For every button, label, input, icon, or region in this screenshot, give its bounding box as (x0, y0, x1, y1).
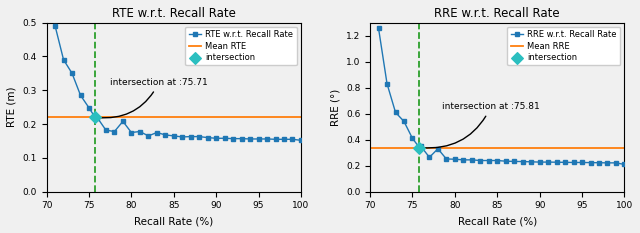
Y-axis label: RTE (m): RTE (m) (7, 87, 17, 127)
RRE w.r.t. Recall Rate (510, 160, 518, 163)
RRE w.r.t. Recall Rate (476, 159, 484, 162)
RTE w.r.t. Recall Rate (51, 24, 59, 27)
RTE w.r.t. Recall Rate (111, 130, 118, 133)
RTE w.r.t. Recall Rate (204, 136, 212, 139)
Y-axis label: RRE (°): RRE (°) (330, 89, 340, 126)
RTE w.r.t. Recall Rate (280, 138, 288, 141)
RTE w.r.t. Recall Rate (212, 137, 220, 140)
RRE w.r.t. Recall Rate (451, 158, 459, 161)
RRE w.r.t. Recall Rate (536, 161, 543, 164)
Text: intersection at :75.71: intersection at :75.71 (98, 78, 208, 118)
RRE w.r.t. Recall Rate (621, 163, 628, 166)
RRE w.r.t. Recall Rate (493, 159, 501, 162)
RTE w.r.t. Recall Rate (68, 72, 76, 75)
RTE w.r.t. Recall Rate (170, 134, 178, 137)
X-axis label: Recall Rate (%): Recall Rate (%) (134, 216, 213, 226)
RTE w.r.t. Recall Rate (195, 135, 203, 138)
RTE w.r.t. Recall Rate (238, 137, 246, 140)
RRE w.r.t. Recall Rate (502, 160, 509, 163)
RRE w.r.t. Recall Rate (434, 147, 442, 150)
Title: RRE w.r.t. Recall Rate: RRE w.r.t. Recall Rate (435, 7, 560, 20)
RTE w.r.t. Recall Rate (93, 116, 101, 119)
RTE w.r.t. Recall Rate (145, 134, 152, 137)
RTE w.r.t. Recall Rate (297, 139, 305, 142)
RRE w.r.t. Recall Rate (383, 82, 391, 85)
RRE w.r.t. Recall Rate (417, 145, 425, 148)
RRE w.r.t. Recall Rate (553, 161, 561, 164)
RTE w.r.t. Recall Rate (246, 137, 254, 140)
RTE w.r.t. Recall Rate (161, 134, 169, 136)
RTE w.r.t. Recall Rate (289, 138, 296, 141)
RRE w.r.t. Recall Rate (415, 146, 423, 149)
RTE w.r.t. Recall Rate (102, 129, 110, 132)
Line: RRE w.r.t. Recall Rate: RRE w.r.t. Recall Rate (377, 27, 626, 166)
RTE w.r.t. Recall Rate (263, 137, 271, 140)
Text: intersection at :75.81: intersection at :75.81 (422, 102, 540, 148)
RTE w.r.t. Recall Rate (153, 131, 161, 134)
RRE w.r.t. Recall Rate (400, 120, 408, 123)
Line: RTE w.r.t. Recall Rate: RTE w.r.t. Recall Rate (53, 24, 303, 142)
RTE w.r.t. Recall Rate (77, 94, 84, 97)
Title: RTE w.r.t. Recall Rate: RTE w.r.t. Recall Rate (112, 7, 236, 20)
X-axis label: Recall Rate (%): Recall Rate (%) (458, 216, 537, 226)
RTE w.r.t. Recall Rate (229, 137, 237, 140)
RTE w.r.t. Recall Rate (127, 131, 135, 134)
RRE w.r.t. Recall Rate (604, 161, 611, 164)
RRE w.r.t. Recall Rate (460, 158, 467, 161)
RRE w.r.t. Recall Rate (485, 159, 493, 162)
RTE w.r.t. Recall Rate (272, 138, 280, 141)
Legend: RRE w.r.t. Recall Rate, Mean RRE, intersection: RRE w.r.t. Recall Rate, Mean RRE, inters… (508, 27, 620, 65)
RRE w.r.t. Recall Rate (527, 161, 535, 163)
RRE w.r.t. Recall Rate (578, 161, 586, 164)
RTE w.r.t. Recall Rate (91, 116, 99, 119)
RRE w.r.t. Recall Rate (374, 27, 382, 30)
RTE w.r.t. Recall Rate (85, 106, 93, 109)
RRE w.r.t. Recall Rate (519, 160, 527, 163)
RRE w.r.t. Recall Rate (468, 158, 476, 161)
RRE w.r.t. Recall Rate (442, 158, 450, 160)
RTE w.r.t. Recall Rate (60, 58, 67, 61)
RRE w.r.t. Recall Rate (561, 161, 569, 164)
RTE w.r.t. Recall Rate (255, 137, 262, 140)
RTE w.r.t. Recall Rate (136, 130, 144, 133)
intersection (90, 115, 100, 119)
RRE w.r.t. Recall Rate (595, 161, 603, 164)
RRE w.r.t. Recall Rate (408, 137, 416, 140)
RTE w.r.t. Recall Rate (187, 135, 195, 138)
RRE w.r.t. Recall Rate (544, 161, 552, 164)
RTE w.r.t. Recall Rate (221, 137, 228, 140)
RRE w.r.t. Recall Rate (612, 161, 620, 164)
RRE w.r.t. Recall Rate (426, 156, 433, 159)
RTE w.r.t. Recall Rate (119, 120, 127, 123)
Legend: RTE w.r.t. Recall Rate, Mean RTE, intersection: RTE w.r.t. Recall Rate, Mean RTE, inters… (186, 27, 297, 65)
RRE w.r.t. Recall Rate (570, 161, 577, 164)
intersection (414, 146, 424, 149)
RRE w.r.t. Recall Rate (392, 111, 399, 114)
RRE w.r.t. Recall Rate (587, 161, 595, 164)
RTE w.r.t. Recall Rate (179, 136, 186, 138)
